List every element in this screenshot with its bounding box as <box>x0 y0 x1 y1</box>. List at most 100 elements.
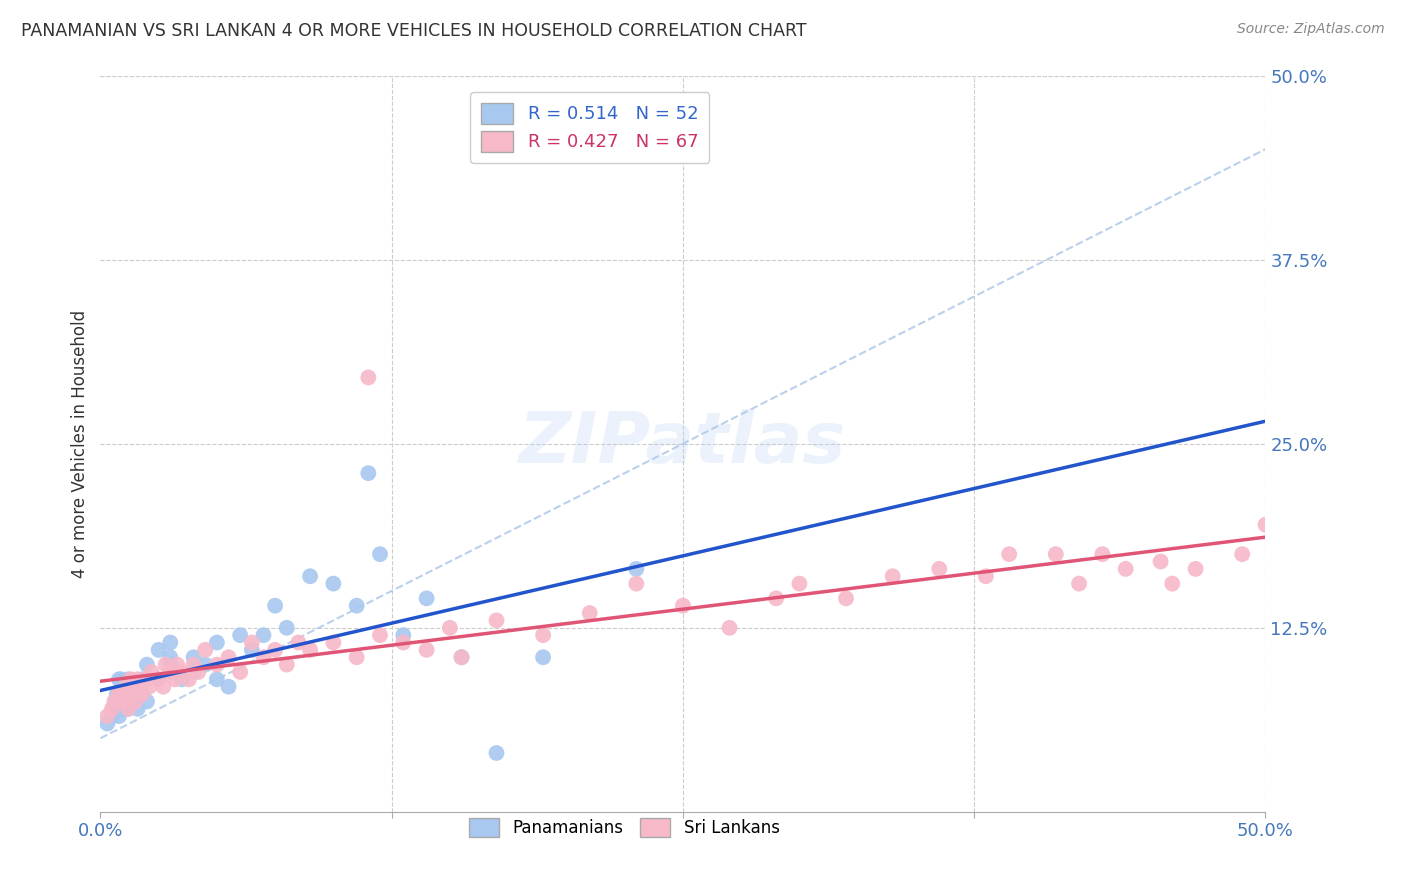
Point <box>240 643 263 657</box>
Point <box>264 599 287 613</box>
Point <box>148 673 170 687</box>
Point <box>96 709 118 723</box>
Point <box>1254 517 1277 532</box>
Point <box>765 591 787 606</box>
Point <box>170 665 193 679</box>
Point <box>108 687 131 701</box>
Point <box>928 562 950 576</box>
Point <box>357 370 380 384</box>
Point <box>183 657 205 672</box>
Point <box>129 680 152 694</box>
Point <box>124 694 146 708</box>
Point <box>626 562 648 576</box>
Point <box>148 673 170 687</box>
Point <box>122 687 145 701</box>
Point <box>148 643 170 657</box>
Point <box>152 680 174 694</box>
Point <box>136 673 159 687</box>
Point <box>287 635 309 649</box>
Point <box>1091 547 1114 561</box>
Point <box>276 621 298 635</box>
Point <box>194 657 217 672</box>
Point <box>1149 555 1171 569</box>
Y-axis label: 4 or more Vehicles in Household: 4 or more Vehicles in Household <box>72 310 89 578</box>
Point <box>1045 547 1067 561</box>
Point <box>110 673 132 687</box>
Point <box>252 650 274 665</box>
Point <box>108 709 131 723</box>
Point <box>120 687 142 701</box>
Point <box>998 547 1021 561</box>
Point <box>117 702 139 716</box>
Point <box>177 673 200 687</box>
Point <box>96 716 118 731</box>
Point <box>122 680 145 694</box>
Point <box>108 673 131 687</box>
Point <box>110 687 132 701</box>
Point <box>672 599 695 613</box>
Point <box>450 650 472 665</box>
Point <box>117 673 139 687</box>
Point <box>205 673 228 687</box>
Point <box>105 694 128 708</box>
Point <box>159 635 181 649</box>
Point <box>485 614 508 628</box>
Point <box>264 643 287 657</box>
Point <box>299 569 322 583</box>
Point <box>131 673 153 687</box>
Point <box>101 709 124 723</box>
Point <box>103 702 125 716</box>
Point <box>240 635 263 649</box>
Point <box>120 673 142 687</box>
Point <box>170 673 193 687</box>
Point <box>299 643 322 657</box>
Point <box>127 673 149 687</box>
Point <box>183 665 205 679</box>
Point <box>276 657 298 672</box>
Point <box>136 657 159 672</box>
Point <box>1230 547 1253 561</box>
Point <box>120 694 142 708</box>
Point <box>129 680 152 694</box>
Point <box>136 694 159 708</box>
Point <box>368 547 391 561</box>
Point <box>159 657 181 672</box>
Point <box>159 650 181 665</box>
Point <box>110 694 132 708</box>
Text: ZIPatlas: ZIPatlas <box>519 409 846 478</box>
Point <box>368 628 391 642</box>
Point <box>131 687 153 701</box>
Point <box>229 628 252 642</box>
Point <box>205 657 228 672</box>
Point <box>141 665 163 679</box>
Point <box>357 466 380 480</box>
Point <box>322 576 344 591</box>
Point <box>346 599 368 613</box>
Point <box>229 665 252 679</box>
Point <box>415 643 437 657</box>
Point <box>485 746 508 760</box>
Point <box>974 569 997 583</box>
Point <box>578 606 600 620</box>
Point <box>166 657 188 672</box>
Point <box>439 621 461 635</box>
Point <box>101 702 124 716</box>
Point <box>183 650 205 665</box>
Point <box>252 628 274 642</box>
Point <box>163 673 186 687</box>
Point <box>112 702 135 716</box>
Point <box>718 621 741 635</box>
Point <box>117 702 139 716</box>
Point <box>194 643 217 657</box>
Point <box>346 650 368 665</box>
Point <box>322 635 344 649</box>
Point <box>415 591 437 606</box>
Point <box>103 694 125 708</box>
Point <box>392 635 415 649</box>
Point <box>882 569 904 583</box>
Point <box>124 687 146 701</box>
Point <box>835 591 858 606</box>
Point <box>112 694 135 708</box>
Point <box>531 628 554 642</box>
Text: PANAMANIAN VS SRI LANKAN 4 OR MORE VEHICLES IN HOUSEHOLD CORRELATION CHART: PANAMANIAN VS SRI LANKAN 4 OR MORE VEHIC… <box>21 22 807 40</box>
